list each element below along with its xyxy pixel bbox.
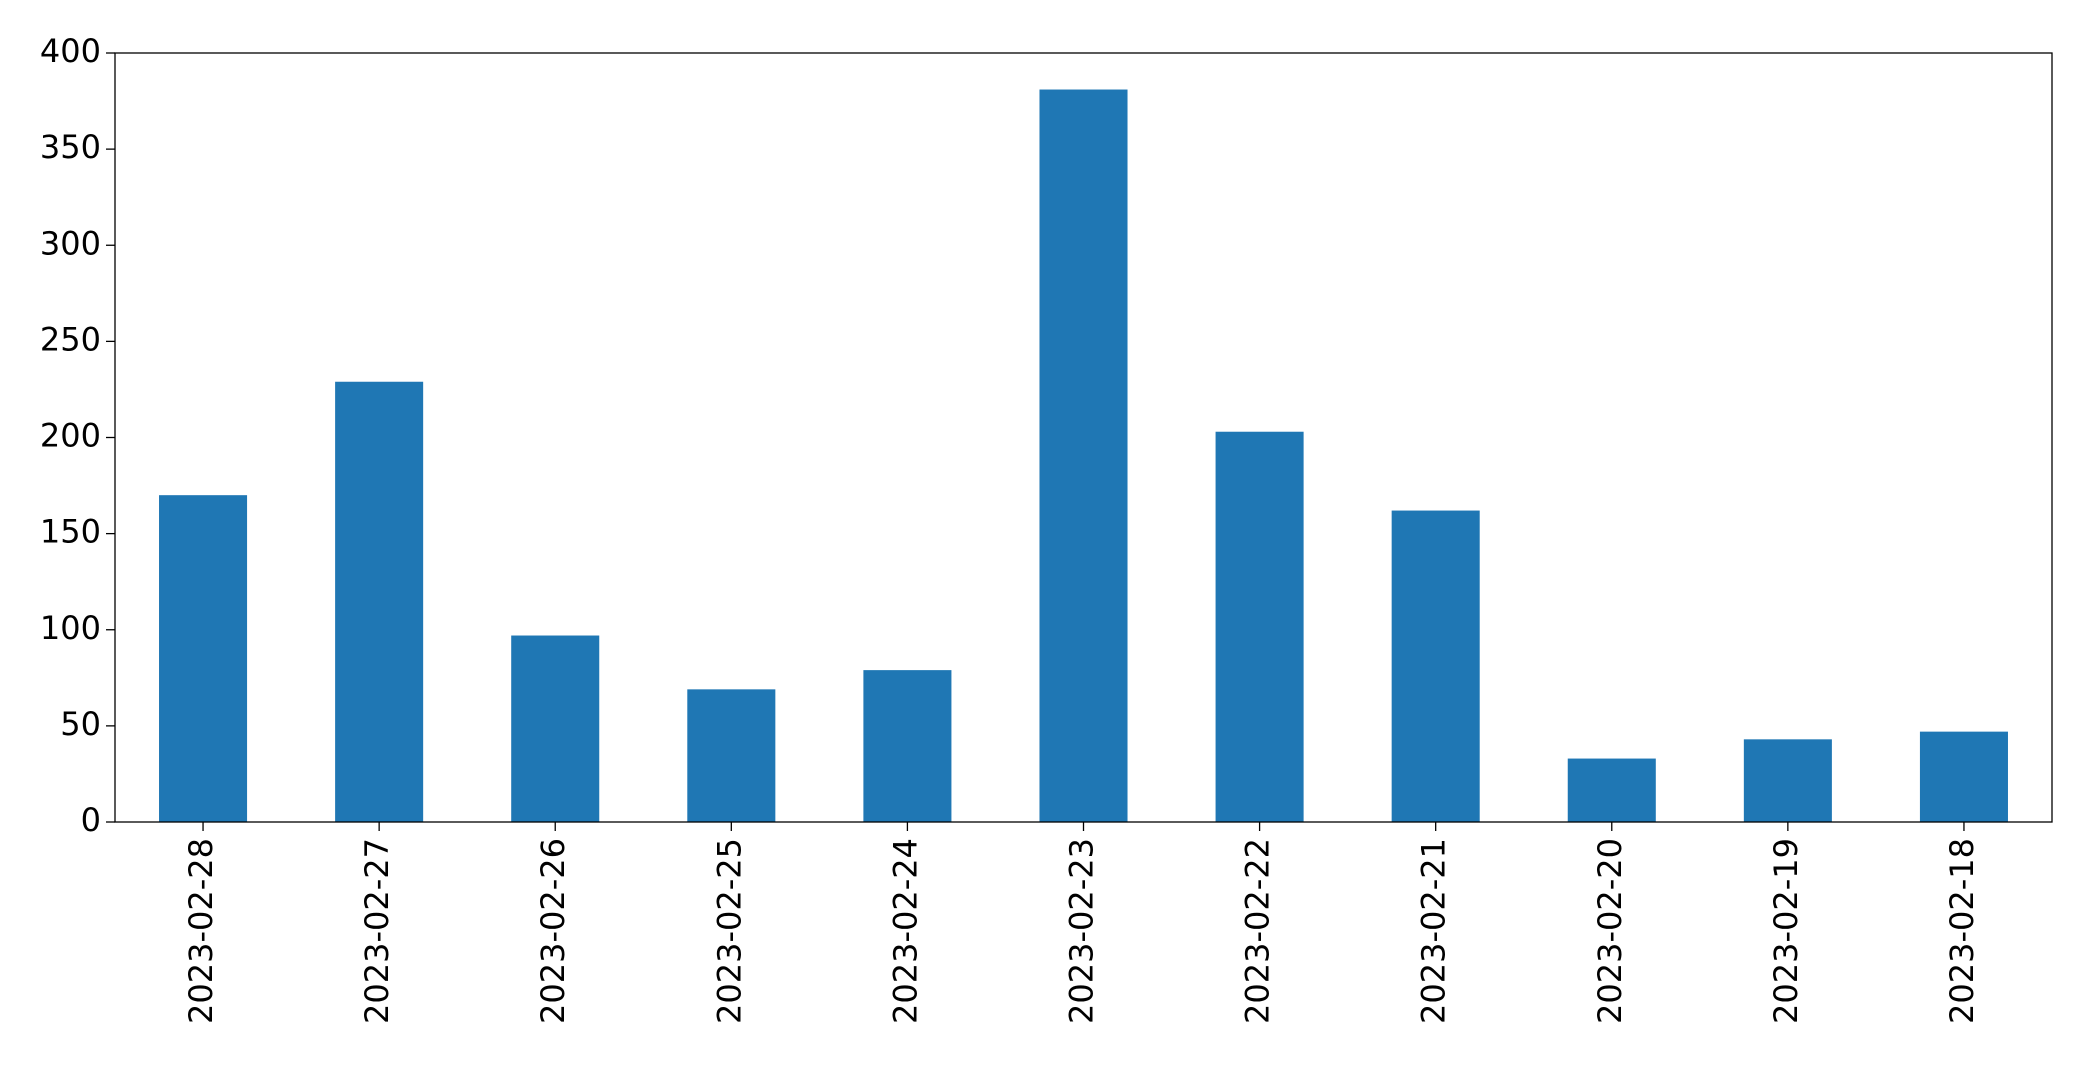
bar <box>1919 731 2008 822</box>
x-tick-label: 2023-02-26 <box>534 838 572 1024</box>
y-tick-label: 400 <box>40 32 101 70</box>
bar <box>1567 758 1656 822</box>
bar <box>687 689 776 822</box>
y-tick-label: 50 <box>60 705 101 743</box>
y-tick-label: 150 <box>40 513 101 551</box>
y-tick-label: 100 <box>40 609 101 647</box>
x-tick-label: 2023-02-22 <box>1239 838 1277 1024</box>
bar <box>863 670 952 822</box>
bar <box>511 635 600 822</box>
bar <box>159 495 248 822</box>
y-tick-label: 300 <box>40 224 101 262</box>
x-tick-label: 2023-02-28 <box>182 838 220 1024</box>
x-tick-label: 2023-02-21 <box>1415 838 1453 1024</box>
bar <box>1391 510 1480 822</box>
plot-frame <box>114 52 2053 823</box>
x-tick-label: 2023-02-24 <box>886 838 924 1024</box>
bar <box>1039 89 1128 823</box>
bar <box>1215 431 1304 822</box>
x-tick-label: 2023-02-23 <box>1063 838 1101 1024</box>
y-tick-label: 200 <box>40 417 101 455</box>
x-tick-label: 2023-02-18 <box>1943 838 1981 1024</box>
x-tick-label: 2023-02-20 <box>1591 838 1629 1024</box>
y-tick-label: 350 <box>40 128 101 166</box>
bar <box>1743 739 1832 822</box>
y-tick-label: 250 <box>40 320 101 358</box>
y-tick-label: 0 <box>81 801 101 839</box>
x-tick-label: 2023-02-25 <box>710 838 748 1024</box>
x-tick-label: 2023-02-19 <box>1767 838 1805 1024</box>
x-tick-label: 2023-02-27 <box>358 838 396 1024</box>
bar <box>335 381 424 822</box>
